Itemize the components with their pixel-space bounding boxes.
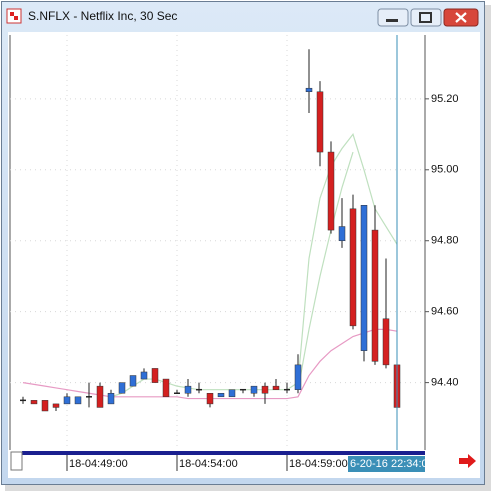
candle-body [272, 385, 280, 390]
candle-body [338, 226, 346, 241]
maximize-button[interactable] [410, 8, 442, 27]
candle-body [151, 368, 159, 383]
x-tick-label: 18-04:49:00 [69, 458, 128, 470]
app-icon-mark [14, 16, 18, 20]
scroll-arrow[interactable] [459, 454, 476, 468]
candle-body [206, 392, 214, 405]
candle-body [140, 371, 148, 380]
x-tick-label: 18-04:59:00 [289, 458, 348, 470]
close-icon [455, 12, 467, 23]
chart-panel [8, 32, 480, 478]
cursor-label-box [348, 456, 425, 472]
candle-body [371, 229, 379, 362]
scroll-box[interactable] [10, 451, 23, 471]
candle-body [294, 364, 302, 390]
candle-body [305, 87, 313, 93]
minimize-button[interactable] [377, 8, 409, 27]
minimize-icon [386, 19, 398, 22]
candle-body [327, 151, 335, 231]
candle-body [184, 385, 192, 394]
y-tick-label: 94.80 [431, 235, 459, 247]
candle-body [228, 389, 236, 398]
candle-body [349, 208, 357, 327]
candle-body [74, 396, 82, 405]
plot-area: 94.40 94.60 94.80 95.00 95.20 18-04:49:00 18-0… [10, 35, 459, 472]
y-tick-label: 95.00 [431, 164, 459, 176]
candle-body [118, 382, 126, 394]
candle-body [382, 318, 390, 366]
candle-body [30, 400, 38, 405]
app-icon-mark [10, 12, 14, 16]
maximize-icon [419, 12, 432, 23]
line-series [297, 151, 354, 390]
candle-body [261, 385, 269, 394]
y-tick-label: 94.60 [431, 306, 459, 318]
candle-body [360, 205, 368, 351]
candle-body [217, 392, 225, 398]
y-tick-label: 94.40 [431, 377, 459, 389]
x-tick-label: 18-04:54:00 [179, 458, 238, 470]
candle-body [107, 392, 115, 405]
candle-body [129, 375, 137, 387]
candle-body [96, 385, 104, 408]
candle-body [316, 91, 324, 153]
candle-body [41, 400, 49, 412]
cursor-label: 6-20-16 22:34:00 [350, 458, 434, 470]
scroll-bar[interactable] [22, 451, 425, 455]
candle-body [63, 396, 71, 405]
y-tick-label: 95.20 [431, 93, 459, 105]
window-title: S.NFLX - Netflix Inc, 30 Sec [28, 9, 177, 23]
candle-body [250, 385, 258, 394]
candle-body [162, 378, 170, 398]
candle-body [52, 403, 60, 408]
